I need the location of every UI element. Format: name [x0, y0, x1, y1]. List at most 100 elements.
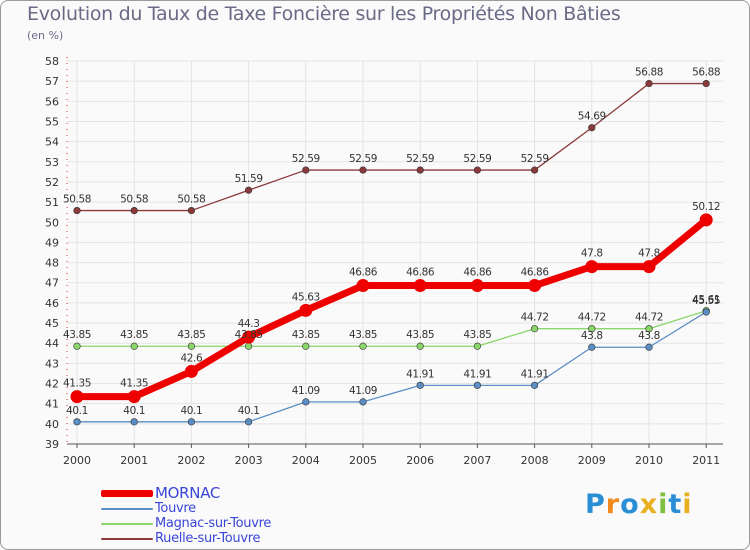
- data-point-magnac-sur-touvre: [530, 325, 539, 333]
- y-tick-label: 56: [45, 95, 59, 108]
- proxiti-logo: Proxiti: [585, 489, 693, 520]
- data-label-ruelle-sur-touvre: 56.88: [635, 67, 663, 79]
- data-point-ruelle-sur-touvre: [473, 166, 482, 174]
- data-label-ruelle-sur-touvre: 56.88: [692, 67, 720, 79]
- data-label-magnac-sur-touvre: 43.85: [349, 329, 377, 341]
- data-point-magnac-sur-touvre: [245, 342, 253, 350]
- x-tick-label: 2010: [635, 454, 663, 467]
- data-point-touvre: [359, 398, 367, 406]
- data-point-touvre: [588, 343, 596, 351]
- data-point-touvre: [245, 418, 253, 426]
- data-label-ruelle-sur-touvre: 52.59: [349, 153, 377, 165]
- legend-label-ruelle-sur-touvre: Ruelle-sur-Touvre: [155, 531, 261, 546]
- data-point-magnac-sur-touvre: [416, 342, 424, 350]
- data-point-magnac-sur-touvre: [130, 342, 138, 350]
- data-point-mornac: [127, 390, 141, 404]
- y-tick-label: 45: [45, 317, 59, 330]
- x-tick-label: 2011: [692, 454, 720, 467]
- data-point-mornac: [585, 260, 599, 274]
- data-label-touvre: 40.1: [66, 405, 88, 417]
- legend-swatch-magnac-sur-touvre: [101, 523, 153, 525]
- data-label-magnac-sur-touvre: 44.72: [635, 312, 663, 324]
- data-label-magnac-sur-touvre: 45.61: [692, 294, 720, 306]
- data-label-magnac-sur-touvre: 44.72: [521, 312, 549, 324]
- data-label-mornac: 46.86: [463, 267, 492, 279]
- data-point-touvre: [473, 381, 482, 389]
- data-point-mornac: [413, 279, 427, 293]
- data-point-touvre: [130, 418, 138, 426]
- data-label-touvre: 41.09: [349, 385, 377, 397]
- data-label-magnac-sur-touvre: 43.85: [120, 329, 148, 341]
- logo-letter: x: [639, 489, 659, 520]
- data-label-touvre: 40.1: [181, 405, 203, 417]
- y-tick-label: 50: [45, 216, 59, 229]
- data-point-magnac-sur-touvre: [645, 325, 653, 333]
- data-point-ruelle-sur-touvre: [702, 79, 710, 88]
- data-point-mornac: [299, 303, 313, 317]
- y-tick-label: 52: [45, 176, 59, 189]
- x-tick-label: 2007: [463, 454, 491, 467]
- x-tick-label: 2001: [120, 454, 148, 467]
- data-point-touvre: [645, 343, 653, 351]
- x-tick-label: 2006: [406, 454, 434, 467]
- data-label-touvre: 41.91: [463, 368, 491, 380]
- data-point-magnac-sur-touvre: [359, 342, 367, 350]
- data-label-ruelle-sur-touvre: 50.58: [177, 194, 205, 206]
- data-point-touvre: [187, 418, 195, 426]
- y-tick-label: 40: [45, 418, 59, 431]
- data-point-ruelle-sur-touvre: [187, 206, 195, 215]
- legend-swatch-ruelle-sur-touvre: [101, 538, 153, 540]
- x-tick-label: 2005: [349, 454, 377, 467]
- logo-letter: r: [605, 489, 621, 520]
- data-label-mornac: 44.3: [238, 318, 260, 330]
- series-line-mornac: [73, 216, 710, 401]
- data-label-ruelle-sur-touvre: 52.59: [521, 153, 549, 165]
- y-tick-label: 49: [45, 236, 59, 249]
- data-label-mornac: 47.8: [638, 248, 660, 260]
- data-point-mornac: [242, 330, 256, 344]
- data-label-mornac: 46.86: [521, 267, 550, 279]
- data-label-ruelle-sur-touvre: 50.58: [120, 194, 148, 206]
- data-label-magnac-sur-touvre: 43.85: [292, 329, 320, 341]
- data-label-touvre: 41.09: [292, 385, 320, 397]
- data-point-ruelle-sur-touvre: [530, 166, 539, 174]
- data-point-touvre: [530, 381, 539, 389]
- data-label-magnac-sur-touvre: 43.85: [177, 329, 205, 341]
- y-tick-label: 51: [45, 196, 59, 209]
- data-point-ruelle-sur-touvre: [130, 206, 138, 215]
- data-label-magnac-sur-touvre: 43.85: [63, 329, 91, 341]
- legend-label-magnac-sur-touvre: Magnac-sur-Touvre: [155, 516, 272, 531]
- data-point-magnac-sur-touvre: [73, 342, 81, 350]
- y-tick-label: 41: [45, 398, 59, 411]
- x-tick-label: 2000: [63, 454, 91, 467]
- data-label-mornac: 41.35: [120, 378, 148, 390]
- x-tick-label: 2009: [578, 454, 606, 467]
- data-label-mornac: 47.8: [581, 248, 603, 260]
- data-label-ruelle-sur-touvre: 52.59: [463, 153, 491, 165]
- logo-letter: i: [682, 489, 693, 520]
- legend-label-touvre: Touvre: [155, 501, 196, 516]
- y-tick-label: 44: [45, 337, 59, 350]
- data-point-mornac: [699, 213, 713, 227]
- legend-swatch-touvre: [101, 508, 153, 510]
- logo-letter: i: [658, 489, 669, 520]
- data-label-mornac: 42.6: [181, 352, 203, 364]
- data-point-ruelle-sur-touvre: [302, 166, 310, 174]
- data-label-mornac: 50.12: [692, 201, 720, 213]
- data-point-ruelle-sur-touvre: [416, 166, 424, 174]
- data-label-magnac-sur-touvre: 43.85: [406, 329, 434, 341]
- x-tick-label: 2008: [521, 454, 549, 467]
- data-point-mornac: [70, 390, 84, 404]
- data-label-touvre: 40.1: [238, 405, 260, 417]
- legend-label-mornac: MORNAC: [155, 484, 221, 502]
- data-label-touvre: 45.55: [692, 295, 720, 307]
- logo-letter: o: [620, 489, 640, 520]
- data-label-ruelle-sur-touvre: 51.59: [235, 173, 263, 185]
- y-tick-label: 58: [45, 55, 59, 68]
- data-label-magnac-sur-touvre: 43.85: [463, 329, 491, 341]
- y-tick-label: 42: [45, 378, 59, 391]
- y-tick-label: 48: [45, 257, 59, 270]
- y-tick-label: 53: [45, 156, 59, 169]
